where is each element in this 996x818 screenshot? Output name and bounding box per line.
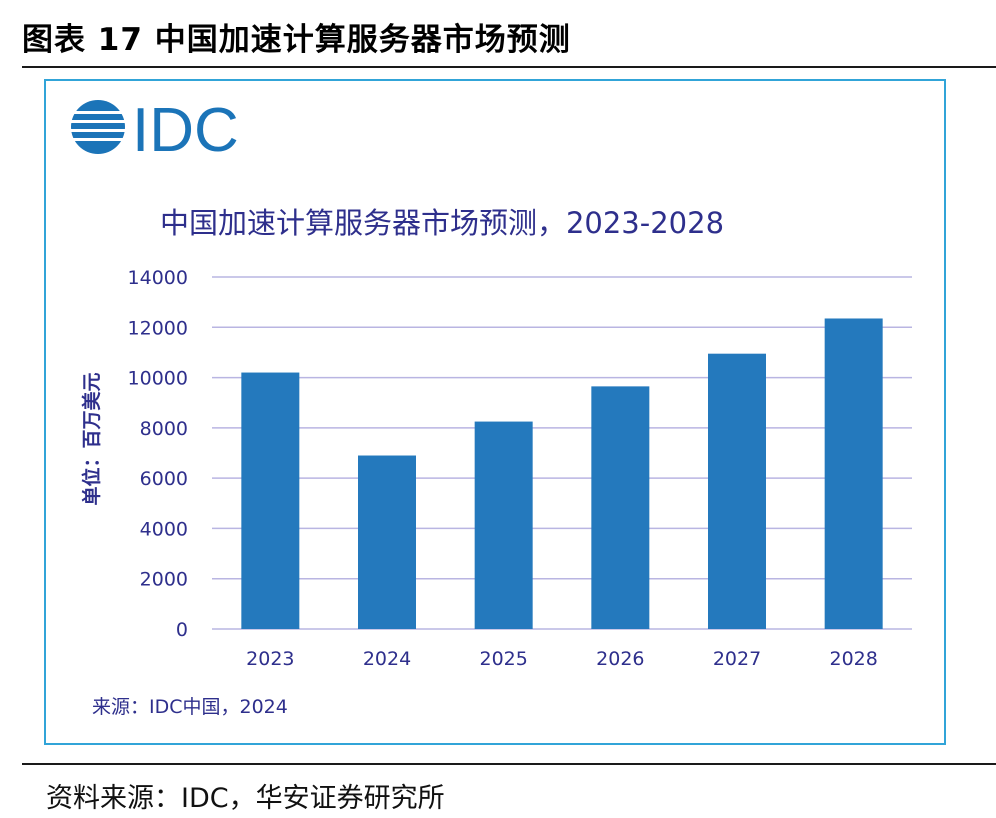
y-tick-label: 0 <box>176 619 188 641</box>
y-tick-label: 4000 <box>140 518 188 540</box>
bar-2023 <box>241 372 300 629</box>
x-tick-label: 2027 <box>713 648 761 670</box>
y-tick-label: 14000 <box>128 267 188 289</box>
y-axis-label: 单位：百万美元 <box>80 372 103 505</box>
x-tick-label: 2024 <box>363 648 411 670</box>
chart-frame: IDC 中国加速计算服务器市场预测，2023-2028 单位：百万美元 0 200… <box>44 79 946 745</box>
bar-2025 <box>474 421 533 629</box>
idc-logo-text: IDC <box>132 96 239 165</box>
bottom-rule <box>22 763 996 765</box>
chart: IDC 中国加速计算服务器市场预测，2023-2028 单位：百万美元 0 200… <box>66 96 912 718</box>
figure-title: 图表 17 中国加速计算服务器市场预测 <box>22 22 571 58</box>
y-tick-label: 8000 <box>140 418 188 440</box>
x-tick-label: 2025 <box>479 648 527 670</box>
x-tick-label: 2028 <box>829 648 877 670</box>
bar-2027 <box>708 353 766 629</box>
y-tick-label: 10000 <box>128 368 188 390</box>
bar-2028 <box>824 318 883 629</box>
y-tick-label: 6000 <box>140 468 188 490</box>
chart-title: 中国加速计算服务器市场预测，2023-2028 <box>160 206 724 240</box>
bar-2024 <box>358 455 416 629</box>
top-rule <box>22 66 996 68</box>
bar-2026 <box>591 386 650 629</box>
chart-source-note: 来源：IDC中国，2024 <box>92 696 288 718</box>
x-tick-label: 2023 <box>246 648 294 670</box>
y-tick-label: 12000 <box>128 317 188 339</box>
idc-logo: IDC <box>66 96 239 165</box>
idc-globe-icon <box>71 100 125 154</box>
figure-source-note: 资料来源：IDC，华安证券研究所 <box>46 783 445 814</box>
y-tick-label: 2000 <box>140 569 188 591</box>
x-tick-label: 2026 <box>596 648 644 670</box>
